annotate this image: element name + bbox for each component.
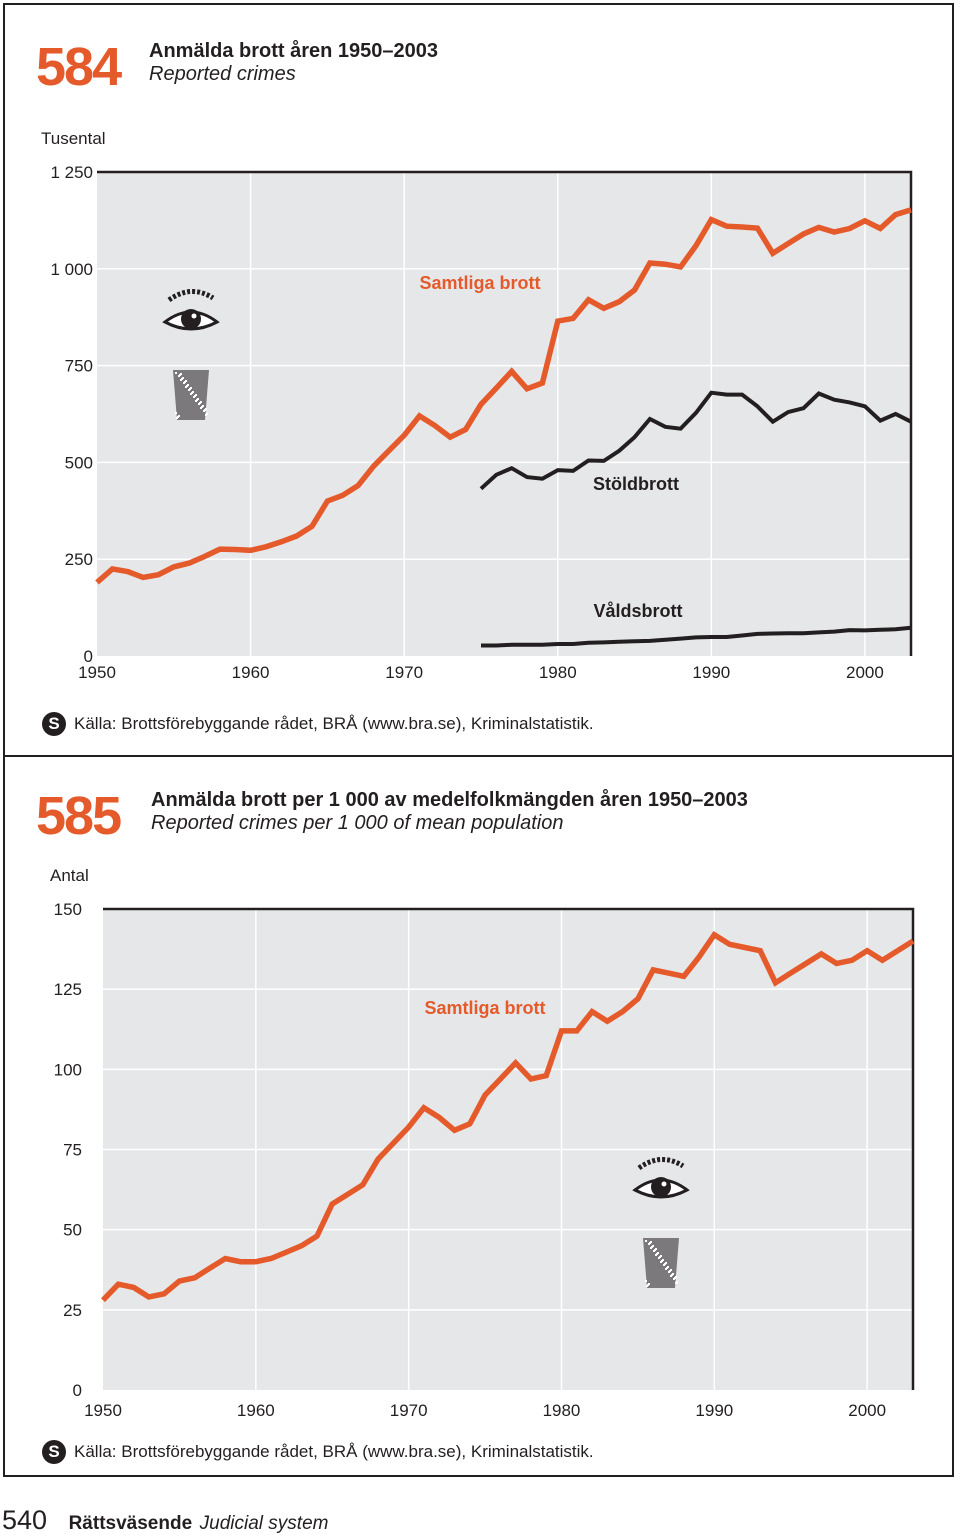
texture-dot bbox=[190, 387, 192, 389]
x-tick-label: 1960 bbox=[237, 1401, 275, 1420]
eye-icon bbox=[162, 289, 220, 420]
section-title-en: Judicial system bbox=[199, 1513, 329, 1534]
y-tick-label: 750 bbox=[65, 357, 93, 376]
y-unit-label: Tusental bbox=[41, 129, 106, 148]
figure-subtitle: Reported crimes bbox=[149, 63, 296, 85]
y-tick-label: 0 bbox=[73, 1381, 82, 1400]
y-tick-label: 500 bbox=[65, 453, 93, 472]
y-tick-label: 75 bbox=[63, 1141, 82, 1160]
page-footer: 540 Rättsväsende Judicial system bbox=[2, 1505, 328, 1536]
y-tick-label: 100 bbox=[54, 1060, 82, 1079]
x-tick-label: 1990 bbox=[695, 1401, 733, 1420]
y-tick-label: 1 250 bbox=[50, 163, 93, 182]
source-icon: S bbox=[42, 1440, 66, 1464]
texture-dot bbox=[205, 408, 207, 410]
texture-dot bbox=[178, 415, 180, 417]
texture-dot bbox=[187, 384, 189, 386]
texture-dot bbox=[667, 1266, 669, 1268]
texture-dot bbox=[652, 1245, 654, 1247]
texture-dot bbox=[202, 405, 204, 407]
page-number: 540 bbox=[2, 1505, 48, 1535]
texture-dot bbox=[175, 372, 177, 374]
x-tick-label: 1970 bbox=[385, 663, 423, 682]
texture-dot bbox=[675, 1276, 677, 1278]
figure-number: 585 bbox=[36, 786, 122, 846]
source-text: Källa: Brottsförebyggande rådet, BRÅ (ww… bbox=[74, 714, 594, 733]
texture-dot bbox=[192, 391, 194, 393]
x-tick-label: 1950 bbox=[78, 663, 116, 682]
source-icon: S bbox=[42, 712, 66, 736]
series-line-våldsbrott bbox=[481, 625, 912, 648]
y-tick-label: 1 000 bbox=[50, 260, 93, 279]
chart-1: 0 250 500 750 1 000 1 250 1950 1960 1970 1980 1990… bbox=[50, 163, 913, 682]
texture-dot bbox=[645, 1240, 647, 1242]
y-tick-label: 25 bbox=[63, 1301, 82, 1320]
x-tick-label: 1950 bbox=[84, 1401, 122, 1420]
figure-number: 584 bbox=[36, 37, 122, 97]
series-label: Stöldbrott bbox=[593, 474, 679, 494]
series-line-stöldbrott bbox=[479, 390, 912, 491]
texture-dot bbox=[657, 1252, 659, 1254]
texture-dot bbox=[662, 1259, 664, 1261]
y-unit-label: Antal bbox=[50, 866, 89, 885]
source-note: S Källa: Brottsförebyggande rådet, BRÅ (… bbox=[42, 712, 594, 736]
eye-highlight bbox=[661, 1181, 667, 1187]
texture-dot bbox=[206, 413, 208, 415]
texture-dot bbox=[660, 1255, 662, 1257]
y-tick-label: 0 bbox=[84, 647, 93, 666]
texture-dot bbox=[195, 394, 197, 396]
x-tick-label: 1980 bbox=[539, 663, 577, 682]
texture-dot bbox=[655, 1248, 657, 1250]
x-tick-label: 1970 bbox=[390, 1401, 428, 1420]
eye-highlight bbox=[191, 313, 197, 319]
section-title: Rättsväsende bbox=[68, 1513, 193, 1534]
texture-dot bbox=[200, 401, 202, 403]
y-tick-label: 125 bbox=[54, 980, 82, 999]
eye-pupil bbox=[651, 1177, 671, 1197]
texture-dot bbox=[650, 1241, 652, 1243]
texture-dot bbox=[197, 398, 199, 400]
figure-title: Anmälda brott per 1 000 av medelfolkmäng… bbox=[151, 789, 748, 811]
plot-frame bbox=[103, 907, 915, 1390]
x-tick-label: 2000 bbox=[848, 1401, 886, 1420]
texture-dot bbox=[670, 1269, 672, 1271]
x-tick-label: 1990 bbox=[692, 663, 730, 682]
texture-dot bbox=[672, 1273, 674, 1275]
figure-subtitle: Reported crimes per 1 000 of mean popula… bbox=[151, 812, 564, 834]
texture-dot bbox=[648, 1283, 650, 1285]
x-tick-label: 2000 bbox=[846, 663, 884, 682]
x-tick-label: 1960 bbox=[232, 663, 270, 682]
series-label: Våldsbrott bbox=[593, 601, 682, 621]
texture-dot bbox=[180, 373, 182, 375]
eye-icon bbox=[632, 1157, 690, 1288]
plot-frame bbox=[97, 170, 913, 656]
texture-dot bbox=[645, 1280, 647, 1282]
source-text: Källa: Brottsförebyggande rådet, BRÅ (ww… bbox=[74, 1442, 594, 1461]
y-tick-label: 250 bbox=[65, 550, 93, 569]
y-tick-label: 150 bbox=[54, 900, 82, 919]
texture-dot bbox=[182, 377, 184, 379]
x-tick-label: 1980 bbox=[543, 1401, 581, 1420]
y-tick-label: 50 bbox=[63, 1221, 82, 1240]
series-line-samtliga-brott bbox=[95, 207, 912, 585]
chart-2: 0 25 50 75 100 125 150 1950 1960 1970 1980 1990 2000… bbox=[54, 900, 915, 1420]
texture-dot bbox=[665, 1262, 667, 1264]
texture-dot bbox=[185, 380, 187, 382]
texture-dot bbox=[175, 412, 177, 414]
source-note: S Källa: Brottsförebyggande rådet, BRÅ (… bbox=[42, 1440, 594, 1464]
texture-dot bbox=[676, 1281, 678, 1283]
series-label: Samtliga brott bbox=[419, 273, 540, 293]
figure-title: Anmälda brott åren 1950–2003 bbox=[149, 40, 439, 62]
series-label: Samtliga brott bbox=[424, 998, 545, 1018]
series-line-samtliga-brott bbox=[101, 930, 915, 1303]
eye-pupil bbox=[181, 309, 201, 329]
